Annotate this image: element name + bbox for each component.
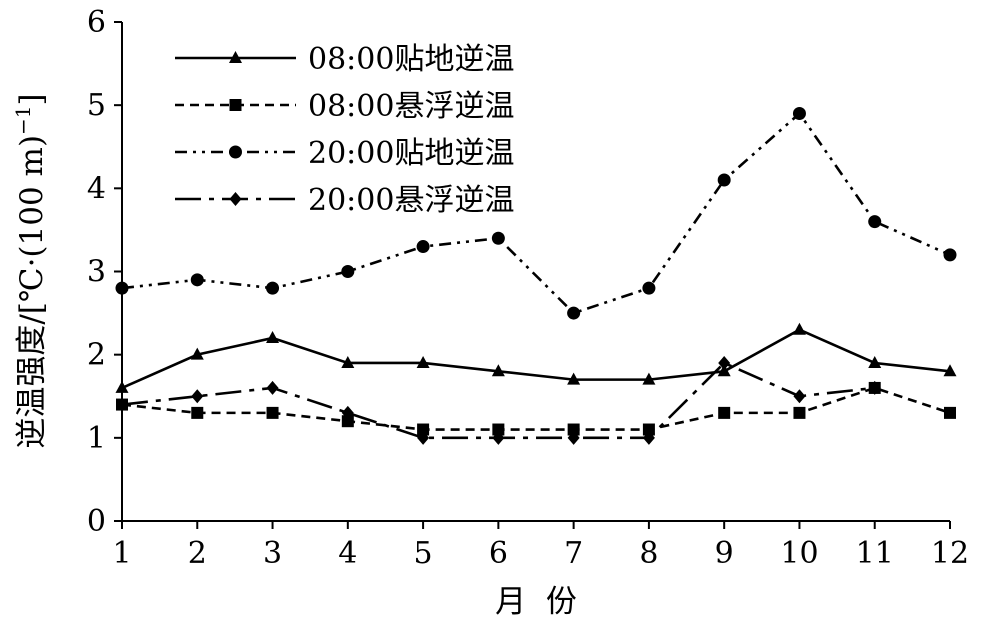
y-axis-label-main: 逆温强度/[℃·(100 m) xyxy=(14,135,50,449)
x-axis-label: 月 份 xyxy=(495,584,577,620)
x-ticks: 1 2 3 4 5 6 7 8 9 10 11 12 xyxy=(112,521,969,571)
data-point xyxy=(793,389,806,404)
data-point xyxy=(642,423,655,436)
series-line xyxy=(121,111,951,315)
legend-item: 08:00贴地逆温 xyxy=(175,42,514,77)
legend-marker xyxy=(229,192,242,206)
data-point xyxy=(567,372,581,385)
data-point xyxy=(266,406,279,419)
series-4 xyxy=(116,355,881,445)
data-point xyxy=(491,231,505,245)
x-tick-label: 11 xyxy=(856,536,894,571)
data-point xyxy=(190,273,204,287)
series-line xyxy=(121,386,951,431)
data-point xyxy=(341,405,354,420)
legend-marker xyxy=(229,51,242,63)
y-tick-label: 1 xyxy=(87,421,106,456)
data-point xyxy=(792,322,806,335)
data-point xyxy=(943,364,957,377)
series-3 xyxy=(115,106,957,320)
data-point xyxy=(567,423,580,436)
x-tick-label: 9 xyxy=(715,536,734,571)
data-point xyxy=(417,430,430,445)
legend-marker xyxy=(229,145,242,159)
x-tick-label: 7 xyxy=(564,536,583,571)
x-tick-label: 6 xyxy=(489,536,508,571)
data-point xyxy=(567,306,581,320)
data-point xyxy=(341,265,355,278)
x-tick-label: 3 xyxy=(263,536,282,571)
data-point xyxy=(190,347,204,360)
data-point xyxy=(266,281,280,295)
data-point xyxy=(491,364,505,377)
data-point xyxy=(718,355,731,370)
data-point xyxy=(943,248,957,262)
x-tick-label: 10 xyxy=(780,536,818,571)
legend-marker xyxy=(229,99,242,111)
legend-item: 20:00贴地逆温 xyxy=(175,136,514,171)
data-point xyxy=(191,406,204,419)
y-tick-label: 6 xyxy=(87,5,106,40)
data-point xyxy=(115,380,129,393)
x-tick-label: 5 xyxy=(414,536,433,571)
data-point xyxy=(868,380,881,395)
data-point xyxy=(792,106,806,120)
y-tick-label: 0 xyxy=(87,504,106,539)
y-tick-label: 3 xyxy=(87,255,106,290)
series-2 xyxy=(116,381,956,436)
y-tick-label: 2 xyxy=(87,338,106,373)
data-point xyxy=(416,240,430,254)
x-tick-label: 1 xyxy=(112,536,131,571)
data-point xyxy=(717,364,731,377)
data-point xyxy=(944,406,956,419)
data-point xyxy=(567,430,580,445)
data-point xyxy=(868,215,882,229)
series-1 xyxy=(115,322,957,393)
data-point xyxy=(417,423,430,436)
data-point xyxy=(115,281,129,295)
data-point xyxy=(642,281,656,295)
y-ticks: 0 1 2 3 4 5 6 xyxy=(87,5,122,539)
y-tick-label: 4 xyxy=(87,171,106,206)
x-tick-label: 4 xyxy=(338,536,357,571)
data-point xyxy=(116,397,128,412)
data-point xyxy=(642,430,655,445)
data-point xyxy=(341,415,354,428)
x-tick-label: 2 xyxy=(188,536,207,571)
data-point xyxy=(266,380,279,395)
legend-label: 08:00贴地逆温 xyxy=(308,42,514,77)
axes xyxy=(121,22,950,522)
y-axis-label-end: ] xyxy=(14,93,50,105)
legend-item: 08:00悬浮逆温 xyxy=(175,89,514,124)
data-point xyxy=(868,355,882,368)
series-line xyxy=(121,328,951,390)
data-point xyxy=(416,355,430,368)
legend-label: 08:00悬浮逆温 xyxy=(308,89,514,124)
data-point xyxy=(642,372,656,385)
data-point xyxy=(492,430,505,445)
data-point xyxy=(341,355,355,368)
legend-item: 20:00悬浮逆温 xyxy=(175,183,514,218)
data-point xyxy=(492,423,505,436)
data-point xyxy=(717,173,731,187)
x-tick-label: 8 xyxy=(639,536,658,571)
legend: 08:00贴地逆温 08:00悬浮逆温 20:00贴地逆温 20:00悬浮逆温 xyxy=(175,42,514,218)
data-point xyxy=(793,406,806,419)
y-axis-label-superscript: −1 xyxy=(11,105,35,134)
x-tick-label: 12 xyxy=(931,536,969,571)
data-point xyxy=(266,331,280,344)
y-axis-label: 逆温强度/[℃·(100 m)−1] xyxy=(11,93,50,448)
legend-label: 20:00贴地逆温 xyxy=(308,136,514,171)
data-point xyxy=(191,389,204,404)
series-layer xyxy=(115,106,957,445)
data-point xyxy=(718,406,731,419)
legend-label: 20:00悬浮逆温 xyxy=(308,183,514,218)
y-tick-label: 5 xyxy=(87,88,106,123)
